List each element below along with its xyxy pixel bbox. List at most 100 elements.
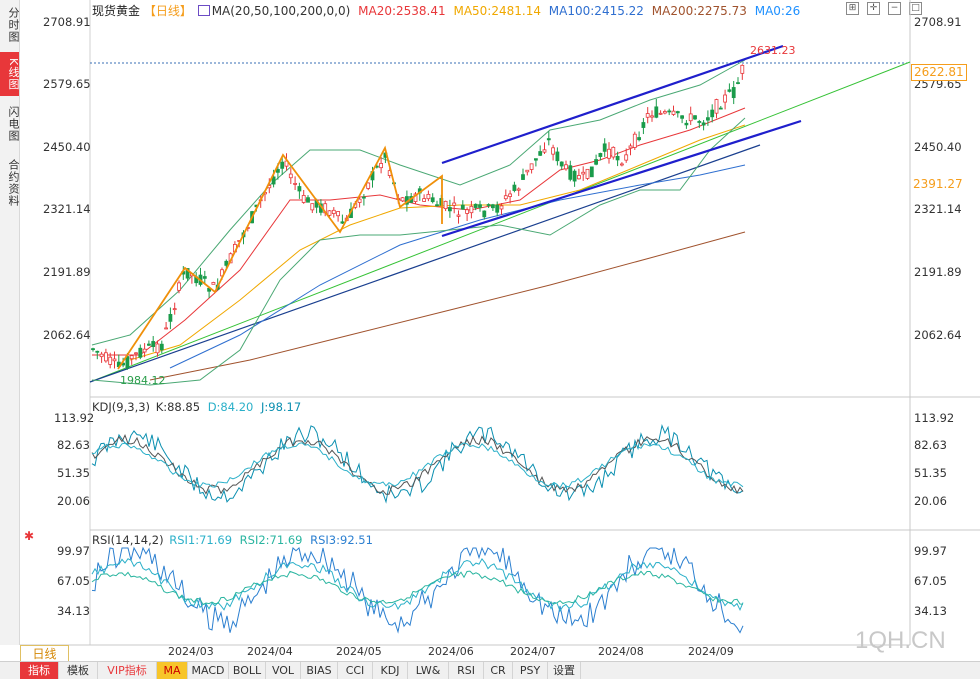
candle-body xyxy=(740,64,745,74)
tab-templates[interactable]: 模板 xyxy=(59,662,98,679)
tab-timeshare[interactable]: 分时图 xyxy=(7,7,20,43)
ma-settings-icon[interactable] xyxy=(197,5,210,16)
tab-psy[interactable]: PSY xyxy=(513,662,548,679)
tab-rsi[interactable]: RSI xyxy=(449,662,484,679)
kdj-tick-right-3: 51.35 xyxy=(914,466,947,480)
candle-body xyxy=(327,210,332,216)
candle-body xyxy=(598,153,603,157)
ma50-value: MA50:2481.14 xyxy=(453,4,541,18)
x-label-3: 2024/05 xyxy=(336,645,382,658)
y-tick-4: 2321.14 xyxy=(43,202,91,216)
ma100-value: MA100:2415.22 xyxy=(548,4,644,18)
tab-kdj[interactable]: KDJ xyxy=(373,662,408,679)
ma200-line xyxy=(149,231,746,381)
candle-body xyxy=(615,155,620,161)
candle-body xyxy=(104,352,108,362)
candle-body xyxy=(589,166,594,178)
tab-lw[interactable]: LW& xyxy=(408,662,449,679)
candle-body xyxy=(288,173,293,179)
y-tick-right-4: 2321.14 xyxy=(914,202,962,216)
candle-body xyxy=(542,149,547,153)
tab-lightning[interactable]: 闪电图 xyxy=(7,106,20,142)
candle-body xyxy=(654,106,659,118)
tab-boll[interactable]: BOLL xyxy=(229,662,266,679)
candle-body xyxy=(701,122,706,126)
candle-body xyxy=(594,159,598,165)
candle-body xyxy=(430,197,435,203)
kdj-legend: KDJ(9,3,3) K:88.85 D:84.20 J:98.17 xyxy=(92,400,301,414)
ma50-line xyxy=(129,124,746,361)
candle-body xyxy=(585,168,590,179)
y-tick-right-6: 2062.64 xyxy=(914,328,962,342)
tab-vol[interactable]: VOL xyxy=(266,662,301,679)
candle-body xyxy=(675,111,680,114)
candle-body xyxy=(602,143,607,152)
candle-body xyxy=(572,170,577,182)
candle-body xyxy=(336,211,341,217)
candle-body xyxy=(624,154,629,161)
tab-settings[interactable]: 设置 xyxy=(548,662,581,679)
y-tick-2: 2579.65 xyxy=(43,77,91,91)
candle-body xyxy=(667,110,672,113)
y-tick-right-3: 2450.40 xyxy=(914,140,962,154)
rsi-2: RSI2:71.69 xyxy=(239,533,303,547)
layout-icon[interactable]: ⊞ xyxy=(846,2,859,15)
zoom-out-icon[interactable]: − xyxy=(888,2,901,15)
candle-body xyxy=(129,355,134,360)
alert-icon: ✱ xyxy=(24,529,34,543)
candle-body xyxy=(422,198,427,202)
crosshair-icon[interactable]: ✛ xyxy=(867,2,880,15)
tab-cr[interactable]: CR xyxy=(484,662,513,679)
candle-body xyxy=(499,205,504,210)
candle-body xyxy=(202,276,207,279)
trendline-green xyxy=(89,61,911,383)
tab-ma[interactable]: MA xyxy=(157,662,188,679)
x-label-7: 2024/09 xyxy=(688,645,734,658)
rsi-title: RSI(14,14,2) xyxy=(92,533,164,547)
kdj-tick-2: 82.63 xyxy=(57,438,90,452)
candle-body xyxy=(142,348,147,353)
kdj-tick-right-2: 82.63 xyxy=(914,438,947,452)
kdj-title: KDJ(9,3,3) xyxy=(92,400,151,414)
zigzag-line xyxy=(117,145,443,370)
rsi-legend: RSI(14,14,2) RSI1:71.69 RSI2:71.69 RSI3:… xyxy=(92,533,373,547)
rsi-1: RSI1:71.69 xyxy=(169,533,233,547)
channel-bottom xyxy=(441,119,802,238)
candle-body xyxy=(400,197,405,202)
candles xyxy=(91,64,745,370)
x-label-5: 2024/07 xyxy=(510,645,556,658)
tab-kline[interactable]: K线图 xyxy=(0,52,20,96)
channel-top xyxy=(441,44,784,165)
candle-body xyxy=(361,196,366,199)
kdj-k: K:88.85 xyxy=(155,400,201,414)
candle-body xyxy=(529,163,534,170)
tab-vip-indicators[interactable]: VIP指标 xyxy=(98,662,157,679)
tab-cci[interactable]: CCI xyxy=(338,662,373,679)
candle-body xyxy=(559,161,564,167)
candle-body xyxy=(99,353,104,358)
candle-body xyxy=(108,356,113,365)
ma20-value: MA20:2538.41 xyxy=(358,4,446,18)
candle-body xyxy=(512,184,517,191)
candle-body xyxy=(426,193,431,200)
candle-body xyxy=(718,107,723,110)
candle-body xyxy=(637,137,641,141)
tab-macd[interactable]: MACD xyxy=(188,662,229,679)
tab-contract-info[interactable]: 合约资料 xyxy=(7,159,20,207)
candle-body xyxy=(151,341,156,347)
kdj-j-line xyxy=(91,423,744,504)
tab-bias[interactable]: BIAS xyxy=(301,662,338,679)
candle-body xyxy=(456,214,461,217)
kdj-tick-right-1: 113.92 xyxy=(914,411,955,425)
candle-body xyxy=(159,343,164,351)
chart-type-tabs: 分时图 K线图 闪电图 合约资料 xyxy=(0,0,20,645)
candle-body xyxy=(503,195,508,200)
low-marker: 1984.12 xyxy=(120,374,166,387)
tab-indicators[interactable]: 指标 xyxy=(20,662,59,679)
rsi2-line xyxy=(91,570,744,606)
candle-body xyxy=(538,151,543,156)
candle-body xyxy=(663,111,667,114)
candle-body xyxy=(607,148,611,159)
ma0-value: MA0:26 xyxy=(754,4,801,18)
